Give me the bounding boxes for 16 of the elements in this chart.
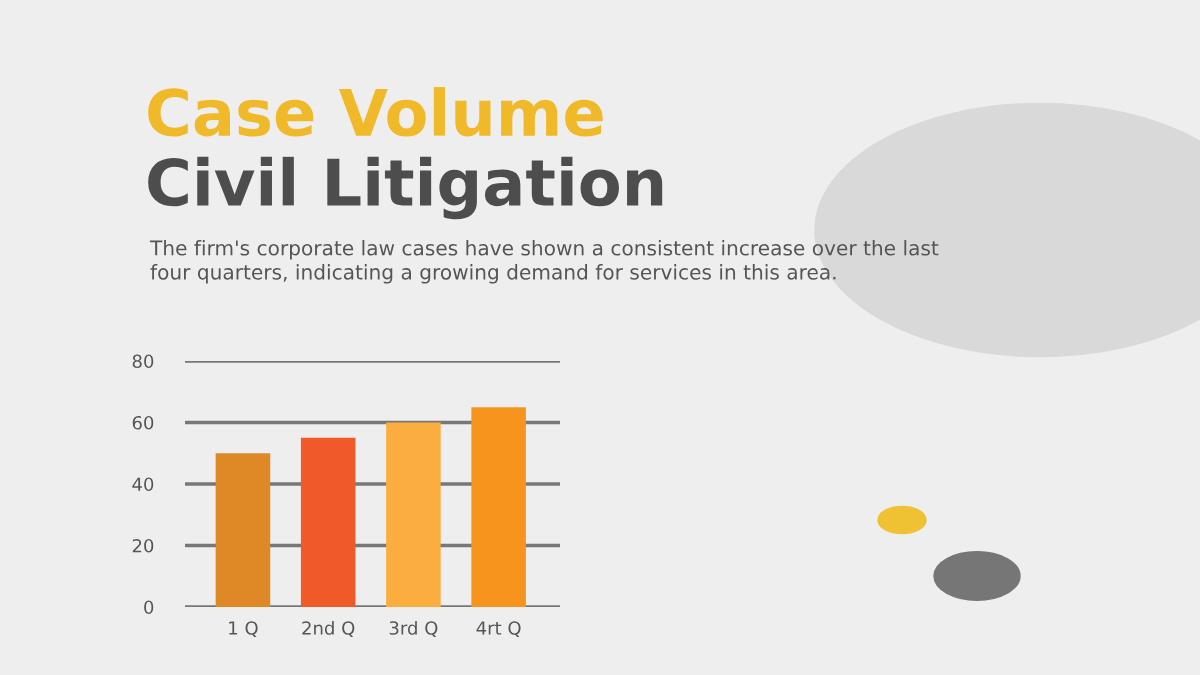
y-tick-label: 0: [144, 600, 154, 615]
y-tick-label: 20: [132, 538, 154, 553]
y-tick-label: 80: [132, 354, 154, 369]
chart-title: Case Volume: [148, 87, 603, 137]
bar: [215, 453, 271, 607]
x-tick-label: 3rd Q: [389, 620, 438, 637]
y-tick-label: 60: [132, 415, 154, 430]
x-tick-label: 2nd Q: [302, 620, 355, 637]
text: The firm's corporate law cases have shown a consistent increase over the last four quarters, indicating a growing demand for services in this area.: [149, 240, 939, 284]
bar: [471, 407, 526, 607]
y-tick-label: 40: [132, 477, 154, 492]
bar: [300, 437, 356, 607]
chart-subtitle: Civil Litigation: [148, 156, 663, 220]
x-tick-label: 4rt Q: [476, 621, 521, 637]
bar: [386, 422, 441, 607]
x-tick-label: 1 Q: [229, 621, 258, 637]
